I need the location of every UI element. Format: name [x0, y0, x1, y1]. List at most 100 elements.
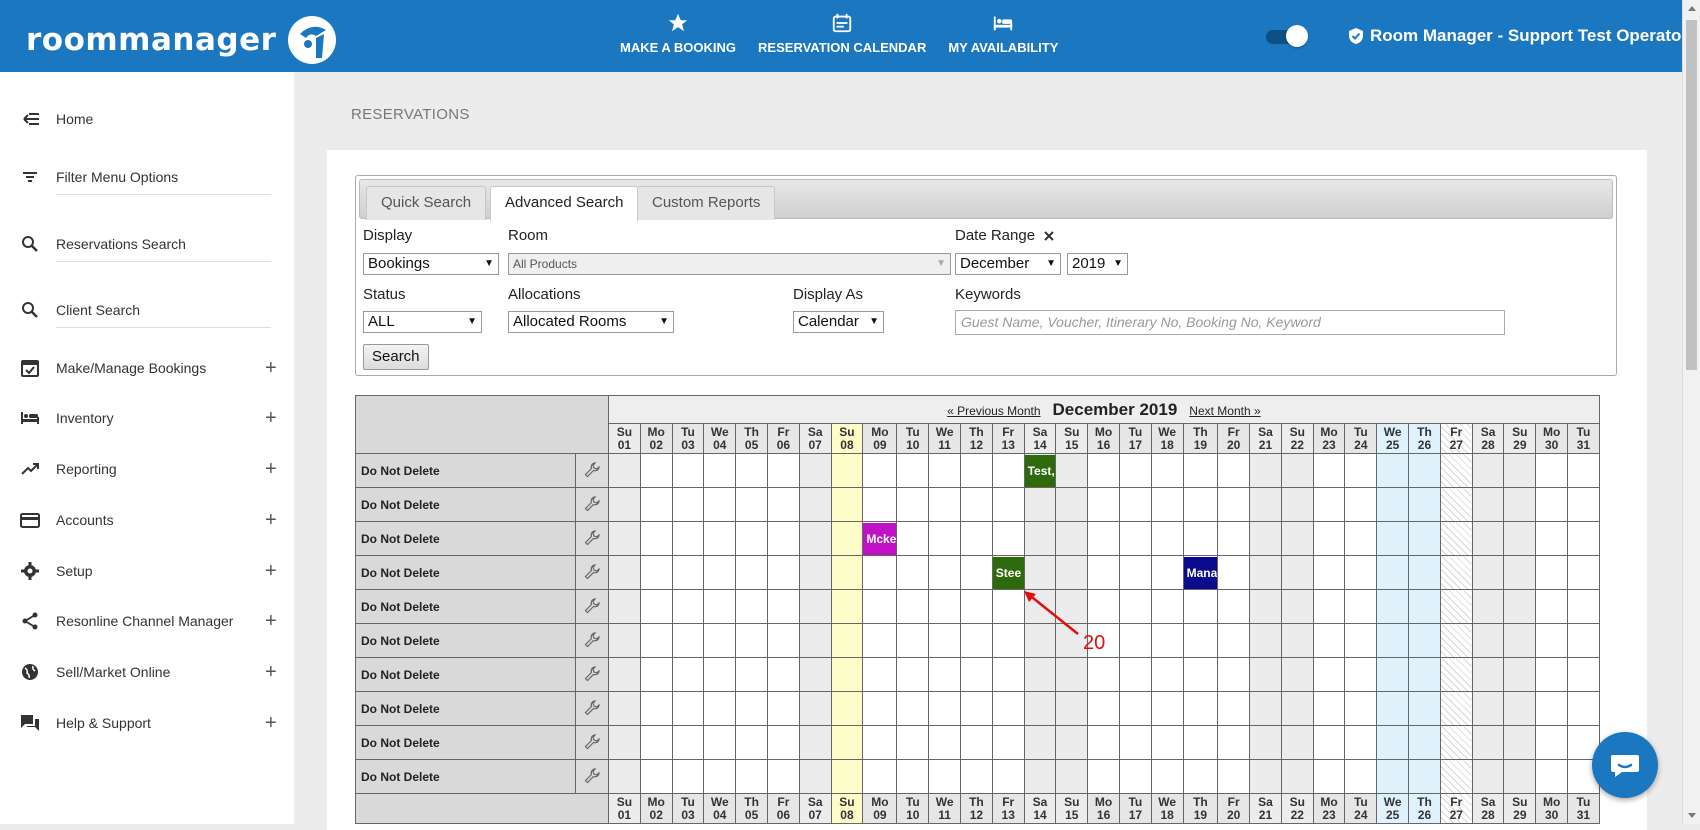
calendar-cell[interactable] — [1344, 623, 1378, 658]
calendar-cell[interactable] — [735, 453, 768, 488]
allocations-select[interactable]: Allocated Rooms ▼ — [508, 311, 674, 333]
calendar-cell[interactable] — [1503, 555, 1537, 590]
calendar-cell[interactable] — [1023, 657, 1057, 692]
calendar-cell[interactable] — [608, 555, 641, 590]
tab-custom-reports[interactable]: Custom Reports — [637, 186, 776, 220]
calendar-cell[interactable] — [1408, 691, 1441, 726]
sidebar-item-accounts[interactable]: Accounts + — [0, 505, 294, 535]
calendar-cell[interactable] — [991, 453, 1025, 488]
calendar-cell[interactable] — [1312, 453, 1346, 488]
room-name[interactable]: Do Not Delete — [355, 725, 576, 760]
calendar-cell[interactable] — [1217, 623, 1251, 658]
calendar-cell[interactable] — [703, 453, 737, 488]
calendar-cell[interactable] — [1503, 589, 1537, 624]
calendar-cell[interactable] — [862, 691, 898, 726]
calendar-cell[interactable] — [1567, 453, 1600, 488]
calendar-cell[interactable] — [671, 623, 705, 658]
calendar-cell[interactable] — [1182, 691, 1219, 726]
calendar-cell[interactable] — [1150, 623, 1184, 658]
calendar-cell[interactable] — [671, 487, 705, 522]
calendar-cell[interactable] — [1535, 691, 1569, 726]
calendar-cell[interactable] — [1280, 589, 1314, 624]
theme-toggle[interactable] — [1266, 25, 1308, 47]
calendar-cell[interactable] — [862, 657, 898, 692]
calendar-cell[interactable] — [639, 657, 673, 692]
calendar-cell[interactable] — [1217, 555, 1251, 590]
scroll-down-icon[interactable] — [1688, 813, 1696, 818]
calendar-cell[interactable] — [608, 725, 641, 760]
calendar-cell[interactable] — [1503, 657, 1537, 692]
calendar-cell[interactable] — [1535, 453, 1569, 488]
calendar-cell[interactable] — [928, 725, 961, 760]
calendar-cell[interactable] — [928, 657, 961, 692]
calendar-cell[interactable] — [1023, 691, 1057, 726]
calendar-cell[interactable] — [735, 759, 768, 794]
next-month-link[interactable]: Next Month » — [1189, 403, 1261, 418]
display-select[interactable]: Bookings ▼ — [363, 253, 499, 275]
room-name[interactable]: Do Not Delete — [355, 759, 576, 794]
calendar-cell[interactable] — [1344, 691, 1378, 726]
calendar-cell[interactable] — [639, 725, 673, 760]
calendar-cell[interactable] — [1055, 453, 1089, 488]
calendar-cell[interactable] — [671, 453, 705, 488]
calendar-cell[interactable] — [1055, 657, 1089, 692]
calendar-cell[interactable] — [639, 487, 673, 522]
calendar-cell[interactable] — [671, 555, 705, 590]
calendar-cell[interactable] — [1312, 725, 1346, 760]
calendar-cell[interactable] — [1567, 623, 1600, 658]
calendar-cell[interactable] — [1087, 487, 1120, 522]
calendar-cell[interactable] — [1217, 691, 1251, 726]
room-settings-button[interactable] — [575, 623, 609, 658]
calendar-cell[interactable] — [1217, 589, 1251, 624]
calendar-cell[interactable] — [896, 759, 930, 794]
calendar-cell[interactable] — [991, 487, 1025, 522]
calendar-cell[interactable] — [1408, 589, 1441, 624]
calendar-cell[interactable] — [798, 623, 832, 658]
room-settings-button[interactable] — [575, 487, 609, 522]
calendar-cell[interactable] — [1249, 589, 1282, 624]
calendar-cell[interactable] — [1217, 487, 1251, 522]
calendar-cell[interactable] — [830, 589, 864, 624]
calendar-cell[interactable] — [928, 759, 961, 794]
calendar-cell[interactable] — [1118, 623, 1152, 658]
room-settings-button[interactable] — [575, 759, 609, 794]
calendar-cell[interactable] — [960, 759, 993, 794]
room-name[interactable]: Do Not Delete — [355, 487, 576, 522]
calendar-cell[interactable] — [1408, 657, 1441, 692]
room-name[interactable]: Do Not Delete — [355, 589, 576, 624]
calendar-cell[interactable] — [1535, 759, 1569, 794]
calendar-cell[interactable] — [1408, 487, 1441, 522]
calendar-cell[interactable] — [1471, 487, 1505, 522]
calendar-cell[interactable] — [862, 589, 898, 624]
nav-my-availability[interactable]: MY AVAILABILITY — [948, 12, 1058, 55]
calendar-cell[interactable] — [1280, 453, 1314, 488]
calendar-cell[interactable] — [1344, 487, 1378, 522]
calendar-cell[interactable] — [1408, 725, 1441, 760]
calendar-cell[interactable] — [639, 623, 673, 658]
calendar-cell[interactable] — [1344, 759, 1378, 794]
booking-block[interactable]: Mana — [1183, 556, 1218, 589]
calendar-cell[interactable] — [798, 453, 832, 488]
calendar-cell[interactable] — [1118, 487, 1152, 522]
calendar-cell[interactable] — [896, 487, 930, 522]
calendar-cell[interactable] — [1217, 521, 1251, 556]
expand-plus-icon[interactable]: + — [265, 711, 277, 734]
calendar-cell[interactable] — [703, 657, 737, 692]
sidebar-item-inventory[interactable]: Inventory + — [0, 403, 294, 433]
calendar-cell[interactable] — [1249, 555, 1282, 590]
calendar-cell[interactable] — [1249, 453, 1282, 488]
calendar-cell[interactable] — [703, 487, 737, 522]
calendar-cell[interactable] — [608, 623, 641, 658]
calendar-cell[interactable] — [735, 555, 768, 590]
calendar-cell[interactable] — [1408, 555, 1441, 590]
calendar-cell[interactable] — [703, 759, 737, 794]
logo[interactable]: roommanager — [26, 14, 338, 66]
calendar-cell[interactable] — [1567, 487, 1600, 522]
calendar-cell[interactable] — [766, 589, 800, 624]
calendar-cell[interactable] — [960, 487, 993, 522]
calendar-cell[interactable] — [1312, 589, 1346, 624]
expand-plus-icon[interactable]: + — [265, 457, 277, 480]
calendar-cell[interactable] — [1023, 623, 1057, 658]
calendar-cell[interactable] — [1280, 623, 1314, 658]
scroll-thumb[interactable] — [1686, 20, 1697, 370]
